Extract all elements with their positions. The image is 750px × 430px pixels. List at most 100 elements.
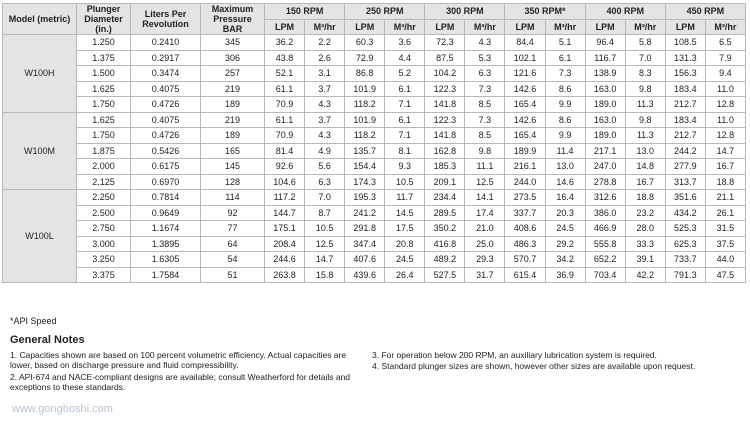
table-cell: 486.3: [504, 235, 546, 252]
table-cell: 5.3: [464, 49, 506, 66]
table-row: 3.375 1.7584 51 263.8 15.8 439.6 26.4 527.5 31.7…: [3, 266, 747, 283]
footnote: *API Speed: [10, 316, 57, 326]
table-cell: 185.3: [424, 158, 466, 175]
table-cell: 2.750: [76, 220, 131, 237]
table-cell: 174.3: [344, 173, 386, 190]
table-cell: 0.7814: [130, 189, 201, 206]
table-cell: 54: [200, 251, 265, 268]
table-cell: 5.6: [304, 158, 346, 175]
table-cell: 291.8: [344, 220, 386, 237]
table-cell: 16.4: [544, 189, 586, 206]
table-cell: 165.4: [504, 127, 546, 144]
table-cell: 0.2410: [130, 34, 201, 51]
table-cell: 183.4: [664, 80, 706, 97]
table-cell: 570.7: [504, 251, 546, 268]
table-cell: 0.6970: [130, 173, 201, 190]
table-cell: 8.3: [624, 65, 666, 82]
table-cell: 104.2: [424, 65, 466, 82]
unit-header: M³/hr: [704, 18, 747, 35]
table-row: 3.250 1.6305 54 244.6 14.7 407.6 24.5 489.2 29.3…: [3, 251, 747, 268]
unit-header: LPM: [664, 18, 706, 35]
table-cell: 189: [200, 96, 265, 113]
table-cell: 0.6175: [130, 158, 201, 175]
table-cell: 96.4: [584, 34, 626, 51]
table-cell: 3.000: [76, 235, 131, 252]
table-cell: 13.0: [544, 158, 586, 175]
unit-header: LPM: [504, 18, 546, 35]
table-cell: 212.7: [664, 127, 706, 144]
table-cell: 1.7584: [130, 266, 201, 283]
table-cell: 7.1: [384, 127, 426, 144]
table-cell: 434.2: [664, 204, 706, 221]
note: 1. Capacities shown are based on 100 per…: [10, 350, 347, 370]
table-cell: 37.5: [704, 235, 747, 252]
table-cell: 4.4: [384, 49, 426, 66]
table-cell: 138.9: [584, 65, 626, 82]
table-cell: 142.6: [504, 80, 546, 97]
table-cell: 2.000: [76, 158, 131, 175]
table-row: 2.750 1.1674 77 175.1 10.5 291.8 17.5 350.2 21.0…: [3, 220, 747, 237]
table-cell: 116.7: [584, 49, 626, 66]
table-cell: 6.1: [544, 49, 586, 66]
table-cell: 289.5: [424, 204, 466, 221]
table-cell: 52.1: [263, 65, 306, 82]
table-cell: 8.7: [304, 204, 346, 221]
unit-header: LPM: [344, 18, 386, 35]
table-row: 2.125 0.6970 128 104.6 6.3 174.3 10.5 209.1 12.5…: [3, 173, 747, 190]
table-cell: 0.4726: [130, 96, 201, 113]
table-cell: 24.5: [544, 220, 586, 237]
unit-header: LPM: [263, 18, 306, 35]
table-cell: 10.5: [384, 173, 426, 190]
table-cell: 25.0: [464, 235, 506, 252]
speed-header: 250 RPM: [344, 3, 426, 20]
table-row: W100M 1.625 0.4075 219 61.1 3.7 101.9 6.1 122.3 7…: [2, 111, 747, 190]
table-cell: 234.4: [424, 189, 466, 206]
table-cell: 29.3: [464, 251, 506, 268]
table-row: 1.875 0.5426 165 81.4 4.9 135.7 8.1 162.8 9.8 189…: [3, 142, 747, 159]
table-cell: 208.4: [263, 235, 306, 252]
table-row: 1.750 0.4726 189 70.9 4.3 118.2 7.1 141.8 8.5 165…: [3, 127, 747, 144]
table-cell: 47.5: [704, 266, 747, 283]
table-cell: 306: [200, 49, 265, 66]
table-cell: 244.0: [504, 173, 546, 190]
table-cell: 189.9: [504, 142, 546, 159]
table-cell: 87.5: [424, 49, 466, 66]
table-cell: 0.4726: [130, 127, 201, 144]
table-cell: 407.6: [344, 251, 386, 268]
table-cell: 4.9: [304, 142, 346, 159]
table-cell: 5.8: [624, 34, 666, 51]
table-cell: 10.5: [304, 220, 346, 237]
table-cell: 1.1674: [130, 220, 201, 237]
table-cell: 21.1: [704, 189, 747, 206]
table-cell: 12.5: [464, 173, 506, 190]
table-cell: 9.3: [384, 158, 426, 175]
table-cell: 350.2: [424, 220, 466, 237]
table-cell: 23.2: [624, 204, 666, 221]
table-cell: 17.5: [384, 220, 426, 237]
table-cell: 277.9: [664, 158, 706, 175]
model-cell: W100H: [2, 34, 77, 113]
table-cell: 7.9: [704, 49, 747, 66]
notes-title: General Notes: [10, 334, 85, 346]
table-cell: 175.1: [263, 220, 306, 237]
table-cell: 61.1: [263, 111, 306, 128]
table-cell: 36.2: [263, 34, 306, 51]
table-cell: 6.1: [384, 111, 426, 128]
table-cell: 118.2: [344, 96, 386, 113]
table-cell: 217.1: [584, 142, 626, 159]
table-cell: 92: [200, 204, 265, 221]
table-cell: 84.4: [504, 34, 546, 51]
table-cell: 11.1: [464, 158, 506, 175]
table-cell: 122.3: [424, 80, 466, 97]
table-cell: 24.5: [384, 251, 426, 268]
table-cell: 0.9649: [130, 204, 201, 221]
table-cell: 3.250: [76, 251, 131, 268]
speed-header: 400 RPM: [584, 3, 666, 20]
table-cell: 104.6: [263, 173, 306, 190]
table-cell: 131.3: [664, 49, 706, 66]
table-cell: 20.8: [384, 235, 426, 252]
table-row: W100L 2.250 0.7814 114 117.2 7.0 195.3 11.7 234.…: [2, 189, 747, 283]
table-cell: 2.2: [304, 34, 346, 51]
table-cell: 14.7: [304, 251, 346, 268]
table-cell: 1.375: [76, 49, 131, 66]
